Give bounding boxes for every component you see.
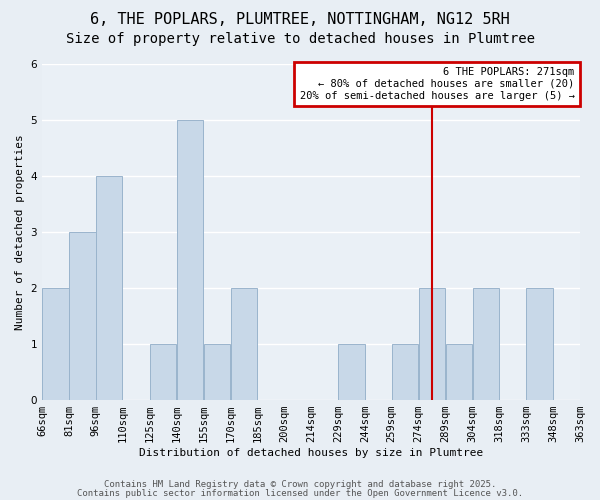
Bar: [96, 176, 122, 400]
Text: Contains HM Land Registry data © Crown copyright and database right 2025.: Contains HM Land Registry data © Crown c…: [104, 480, 496, 489]
Bar: [473, 288, 499, 400]
Text: 6, THE POPLARS, PLUMTREE, NOTTINGHAM, NG12 5RH: 6, THE POPLARS, PLUMTREE, NOTTINGHAM, NG…: [90, 12, 510, 28]
Bar: [177, 120, 203, 400]
Bar: [526, 288, 553, 400]
Bar: [203, 344, 230, 400]
X-axis label: Distribution of detached houses by size in Plumtree: Distribution of detached houses by size …: [139, 448, 483, 458]
Bar: [230, 288, 257, 400]
Bar: [392, 344, 418, 400]
Bar: [419, 288, 445, 400]
Bar: [446, 344, 472, 400]
Bar: [338, 344, 365, 400]
Text: Contains public sector information licensed under the Open Government Licence v3: Contains public sector information licen…: [77, 489, 523, 498]
Y-axis label: Number of detached properties: Number of detached properties: [15, 134, 25, 330]
Bar: [69, 232, 95, 400]
Bar: [43, 288, 68, 400]
Text: Size of property relative to detached houses in Plumtree: Size of property relative to detached ho…: [65, 32, 535, 46]
Bar: [150, 344, 176, 400]
Text: 6 THE POPLARS: 271sqm
← 80% of detached houses are smaller (20)
20% of semi-deta: 6 THE POPLARS: 271sqm ← 80% of detached …: [299, 68, 575, 100]
